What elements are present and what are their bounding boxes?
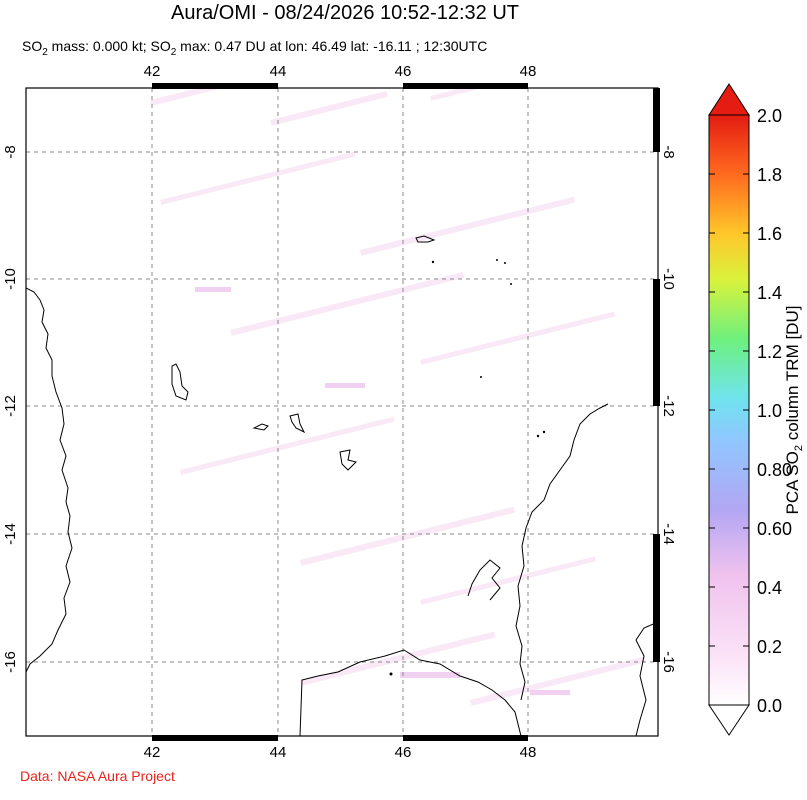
colorbar: 2.0 1.8 1.6 1.4 1.2 1.0 0.80 0.60 0.4 0.… <box>708 83 805 736</box>
lat-tick-left: -8 <box>2 145 19 158</box>
lon-tick-top: 46 <box>395 63 412 80</box>
colorbar-tick: 0.4 <box>757 578 782 598</box>
lat-tick-right: -12 <box>660 395 677 417</box>
map-frame <box>25 87 659 737</box>
lon-tick-bottom: 46 <box>395 744 412 761</box>
lon-tick-top: 44 <box>270 63 287 80</box>
colorbar-tick: 2.0 <box>757 106 782 126</box>
lat-labels-right: -8 -10 -12 -14 -16 <box>660 145 677 673</box>
colorbar-tick: 0.60 <box>757 519 792 539</box>
colorbar-ticks: 2.0 1.8 1.6 1.4 1.2 1.0 0.80 0.60 0.4 0.… <box>757 106 792 716</box>
frame-ticks <box>152 83 660 741</box>
colorbar-tick: 0.80 <box>757 460 792 480</box>
lon-tick-bottom: 48 <box>520 744 537 761</box>
data-credit: Data: NASA Aura Project <box>20 768 175 784</box>
lon-tick-bottom: 42 <box>144 744 161 761</box>
colorbar-tick: 1.8 <box>757 165 782 185</box>
lat-tick-right: -10 <box>660 268 677 290</box>
lon-labels: 42 44 46 48 42 44 46 48 <box>144 63 537 761</box>
lat-tick-left: -16 <box>2 651 19 673</box>
map-title: Aura/OMI - 08/24/2026 10:52-12:32 UT <box>171 2 519 24</box>
so2-field <box>26 88 658 736</box>
lat-tick-right: -16 <box>660 651 677 673</box>
lat-tick-left: -10 <box>2 268 19 290</box>
colorbar-label: PCA SO2 column TRM [DU] <box>783 306 805 515</box>
small-islands <box>389 259 546 676</box>
lon-tick-bottom: 44 <box>270 744 287 761</box>
lon-tick-top: 48 <box>520 63 537 80</box>
map-subtitle: SO2 mass: 0.000 kt; SO2 max: 0.47 DU at … <box>22 38 488 58</box>
lon-tick-top: 42 <box>144 63 161 80</box>
colorbar-min-arrow <box>708 704 750 736</box>
colorbar-tick: 1.2 <box>757 342 782 362</box>
lat-tick-left: -14 <box>2 523 19 545</box>
colorbar-tick: 1.6 <box>757 224 782 244</box>
lat-tick-left: -12 <box>2 395 19 417</box>
colorbar-tick: 1.0 <box>757 401 782 421</box>
colorbar-tick: 0.0 <box>757 696 782 716</box>
colorbar-tick: 1.4 <box>757 283 782 303</box>
colorbar-max-arrow <box>708 83 750 116</box>
lat-tick-right: -8 <box>660 145 677 158</box>
lat-labels-left: -8 -10 -12 -14 -16 <box>2 145 19 673</box>
colorbar-tick: 0.2 <box>757 637 782 657</box>
lat-tick-right: -14 <box>660 523 677 545</box>
coastlines <box>26 235 658 736</box>
graticule <box>26 88 658 736</box>
